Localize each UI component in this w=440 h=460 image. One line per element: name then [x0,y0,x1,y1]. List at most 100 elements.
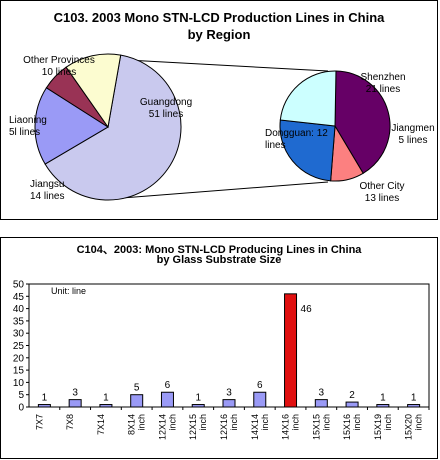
bar-value-label: 1 [103,393,109,404]
region-pie-charts: Guangdong 51 lines Jiangsu 14 lines Liaoning… [9,53,435,204]
label-other-provinces-name: Other Provinces [23,55,95,66]
y-tick-label: 25 [13,341,25,352]
bar-value-label: 3 [319,388,325,399]
y-tick-label: 50 [13,280,25,291]
bar [376,404,390,408]
label-jiangsu: Jiangsu 14 lines [30,179,64,202]
bar [160,391,174,408]
x-tick-label-unit: inch [383,414,393,431]
region-slice-guangdong [44,54,182,201]
y-tick-label: 45 [13,292,25,303]
bar-value-label: 1 [411,393,417,404]
label-jiangmen: Jiangmen 5 lines [391,123,434,146]
substrate-chart-subtitle: by Glass Substrate Size [156,254,282,266]
x-tick-label-unit: inch [291,414,301,431]
x-tick-label-unit: inch [198,414,208,431]
label-shenzhen-value: 21 lines [366,84,400,95]
label-other-city-value: 13 lines [365,193,399,204]
bar [222,399,236,408]
x-tick-label: 7X7 [34,414,44,430]
bar-value-label: 46 [301,304,313,315]
bar [37,404,51,408]
x-tick-label: 12X14 [157,414,167,440]
connector-line-top [108,58,329,72]
bar-value-label: 6 [257,380,263,391]
bar [314,399,328,408]
x-tick-label: 14X14 [250,414,260,440]
bar-value-label: 1 [42,393,48,404]
label-guangdong: Guangdong 51 lines [140,97,192,120]
substrate-chart-panel: C104、2003: Mono STN-LCD Producing Lines … [0,237,438,459]
bar-highlight [284,293,298,408]
x-tick-label-unit: inch [260,414,270,431]
label-other-city: Other City 13 lines [359,181,404,204]
y-tick-label: 30 [13,329,25,340]
bar [68,399,82,408]
x-tick-label-unit: inch [352,414,362,431]
bar-value-label: 3 [72,388,78,399]
x-tick-label: 15X15 [311,414,321,440]
region-chart-panel: C103. 2003 Mono STN-LCD Production Lines… [0,0,438,220]
x-tick-label-unit: inch [321,414,331,431]
connector-line-bottom [108,181,329,200]
label-jiangsu-name: Jiangsu [30,179,64,190]
label-dongguan-name: Dongguan: 12 [265,128,328,139]
label-other-city-name: Other City [359,181,404,192]
label-shenzhen: Shenzhen 21 lines [360,72,405,95]
bar [99,404,113,408]
x-tick-label: 12X15 [188,414,198,440]
region-slice-other-provinces [65,53,122,129]
y-tick-label: 0 [18,403,24,414]
x-tick-label-unit: inch [137,414,147,431]
label-shenzhen-name: Shenzhen [360,72,405,83]
y-tick-label: 5 [18,390,24,401]
label-guangdong-name: Guangdong [140,97,192,108]
x-tick-label: 7X14 [96,414,106,435]
city-slice-shenzhen [334,70,391,174]
label-dongguan: Dongguan: 12 lines [265,128,328,151]
x-tick-label: 15X19 [373,414,383,440]
y-tick-label: 15 [13,366,25,377]
bar [130,394,144,408]
region-chart-title: C103. 2003 Mono STN-LCD Production Lines… [53,10,385,25]
unit-label: Unit: line [51,286,86,296]
label-jiangmen-name: Jiangmen [391,123,434,134]
x-tick-label-unit: inch [167,414,177,431]
bar-value-label: 2 [349,390,355,401]
bar [407,404,421,408]
bar-value-label: 6 [165,380,171,391]
city-slice-other-city [279,119,336,182]
label-liaoning-value: 5l lines [9,127,40,138]
y-tick-label: 10 [13,378,25,389]
y-tick-label: 40 [13,304,25,315]
label-liaoning: Liaoning 5l lines [9,115,47,138]
city-slice-dongguan [279,70,337,127]
bar-value-label: 1 [195,393,201,404]
bar-value-label: 1 [380,393,386,404]
bar-value-label: 3 [226,388,232,399]
bar [345,401,359,408]
substrate-chart-title: C104、2003: Mono STN-LCD Producing Lines … [76,244,362,256]
region-slice-jiangsu [34,87,109,165]
x-tick-label: 12X16 [219,414,229,440]
x-tick-label: 14X16 [281,414,291,440]
label-dongguan-value: lines [265,140,286,151]
x-tick-label-unit: inch [414,414,424,431]
label-other-provinces-value: 10 lines [42,67,76,78]
x-tick-label: 8X14 [127,414,137,435]
x-tick-label: 15X16 [342,414,352,440]
label-other-provinces: Other Provinces 10 lines [23,55,95,78]
bar [253,391,267,408]
label-jiangmen-value: 5 lines [399,135,428,146]
x-tick-label-unit: inch [229,414,239,431]
label-jiangsu-value: 14 lines [30,191,64,202]
x-tick-label: 7X8 [65,414,75,430]
label-guangdong-value: 51 lines [149,109,183,120]
x-tick-label: 15X20 [404,414,414,440]
label-liaoning-name: Liaoning [9,115,47,126]
bar-value-label: 5 [134,383,140,394]
bar [191,404,205,408]
y-tick-label: 35 [13,316,25,327]
region-chart-subtitle: by Region [187,27,251,42]
